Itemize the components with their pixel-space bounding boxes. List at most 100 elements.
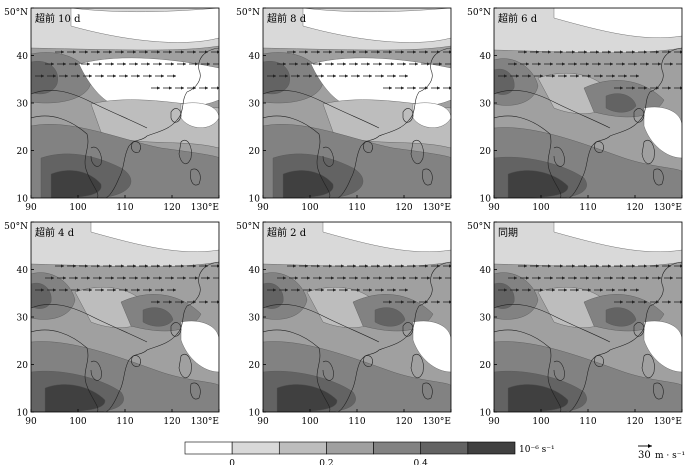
wind-vector-head [538,276,541,280]
wind-vector-row [45,62,219,66]
wind-vector-head [195,276,198,280]
wind-vector-head [644,86,647,90]
lat-tick-label: 10 [249,409,261,419]
wind-vector-head [217,50,219,54]
wind-vector-row [277,276,451,280]
wind-vector-head [125,74,128,78]
wind-vector-head [283,276,286,280]
lat-tick-label: 20 [249,147,261,157]
wind-vector-head [612,74,615,78]
shading-contour [412,320,451,373]
wind-vector-head [449,300,451,304]
wind-vector-row [614,300,682,304]
wind-vector-head [588,288,591,292]
reference-arrow-head [648,444,652,448]
wind-vector-head [680,86,682,90]
wind-vector-head [632,86,635,90]
wind-vector-head [297,74,300,78]
wind-vector-head [552,74,555,78]
lat-tick-label: 40 [249,266,261,276]
wind-vector-head [137,288,140,292]
shading-contour [263,282,284,309]
coastline [90,360,102,381]
lat-tick-label: 20 [480,361,492,371]
wind-vector-head [576,74,579,78]
coastline [31,329,99,412]
wind-vector-head [401,264,404,268]
map-panel: 超前 2 d 10 20 30 40 50°N 90 100 110 120 130°E [236,221,452,427]
wind-vector-head [367,276,370,280]
wind-vector-head [121,50,124,54]
wind-vector-head [353,264,356,268]
wind-vector-head [413,86,416,90]
wind-vector-head [632,50,635,54]
wind-vector-head [584,50,587,54]
wind-vector-row [267,288,408,292]
coastline [90,146,102,167]
wind-vector-head [307,62,310,66]
lat-tick-label: 10 [480,409,492,419]
lat-tick-label: 40 [480,266,492,276]
wind-vector-head [193,50,196,54]
wind-vector-head [149,288,152,292]
reference-vector: 30 m · s⁻¹ [638,444,685,461]
wind-vector-head [588,74,591,78]
coastline [322,360,334,381]
panel-title: 超前 6 d [498,12,538,25]
shading-contour [605,307,637,327]
wind-vector-head [77,74,80,78]
map-field [494,222,682,412]
wind-vector-head [87,62,90,66]
lon-tick-label: 90 [25,417,37,427]
coastline [553,146,565,167]
wind-vector-head [514,62,517,66]
wind-vector-head [377,50,380,54]
wind-vector-head [181,264,184,268]
wind-vector-head [682,62,685,65]
coastline [494,115,562,198]
wind-vector-row [151,86,219,90]
wind-vector-head [403,62,406,66]
wind-vector-row [287,50,451,54]
wind-vector-head [536,264,539,268]
shading-contour [494,282,515,309]
wind-vector-head [99,62,102,66]
wind-vector-head [317,50,320,54]
map-panel: 超前 8 d 10 20 30 40 50°N 90 100 110 120 130°E [236,7,452,213]
coastline [31,303,148,343]
coastline [422,168,433,186]
coastline [653,168,664,186]
wind-vector-head [401,300,404,304]
shading-contour [374,307,406,327]
colorbar-swatch [373,441,422,455]
coastline [594,141,604,153]
coastline [170,322,182,337]
wind-vector-head [437,264,440,268]
lat-tick-label: 30 [480,100,492,110]
wind-vector-head [377,264,380,268]
shading-contour [142,307,174,327]
wind-vector-head [357,74,360,78]
wind-vector-head [329,50,332,54]
coastline [402,108,414,123]
lon-tick-label: 120 [626,417,643,427]
wind-vector-head [584,264,587,268]
coastline [178,353,192,379]
lon-tick-label: 130°E [654,203,682,213]
wind-vector-head [147,276,150,280]
wind-vector-head [620,300,623,304]
colorbar-swatch [278,441,327,455]
wind-vector-head [562,62,565,66]
lat-tick-label: 50°N [236,222,260,232]
panel-title: 超前 8 d [267,12,307,25]
colorbar-label: 0 [229,459,235,465]
lon-tick-label: 130°E [423,417,451,427]
wind-vector-head [437,300,440,304]
colorbar-swatch [326,441,374,455]
wind-vector-head [538,62,541,66]
wind-vector-head [379,276,382,280]
wind-vector-row [267,74,408,78]
wind-vector-head [305,50,308,54]
wind-vector-head [564,288,567,292]
wind-vector-head [598,276,601,280]
